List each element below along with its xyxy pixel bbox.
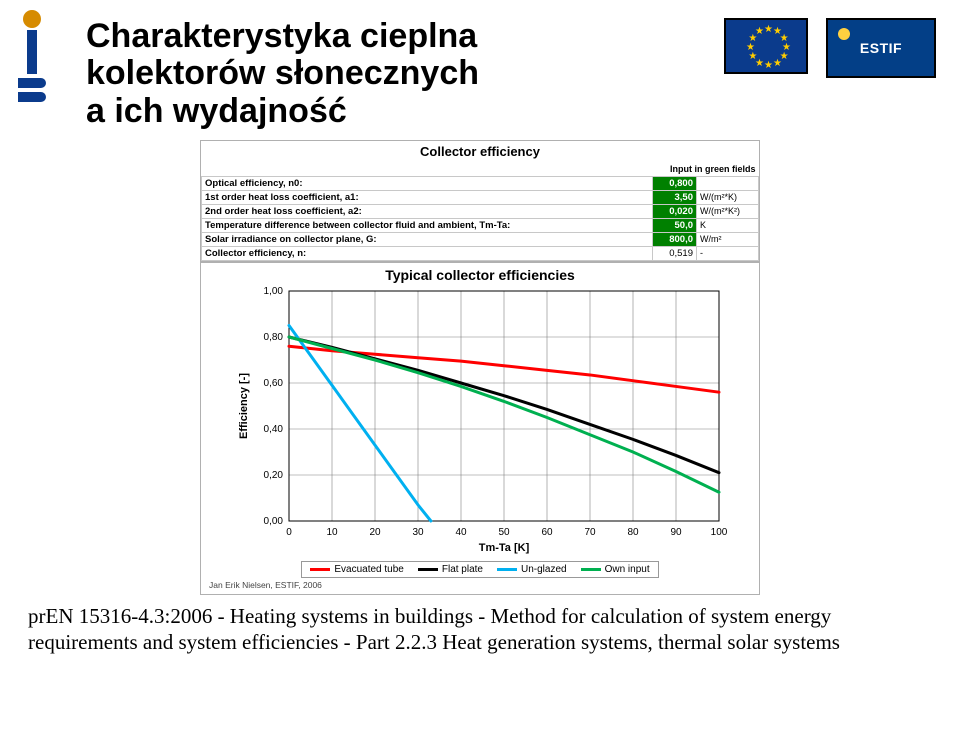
title-line-2: kolektorów słonecznych	[86, 54, 479, 92]
param-value[interactable]: 0,800	[653, 176, 697, 190]
param-label: 1st order heat loss coefficient, a1:	[202, 190, 653, 204]
legend-label: Un-glazed	[521, 564, 567, 575]
param-value: 0,519	[653, 246, 697, 260]
institute-logo	[10, 10, 54, 120]
param-unit	[697, 176, 759, 190]
param-row: 1st order heat loss coefficient, a1: 3,5…	[202, 190, 759, 204]
svg-text:100: 100	[711, 527, 728, 538]
param-value[interactable]: 3,50	[653, 190, 697, 204]
input-hint: Input in green fields	[653, 162, 759, 176]
svg-text:60: 60	[541, 527, 553, 538]
param-label: Collector efficiency, n:	[202, 246, 653, 260]
param-label: Optical efficiency, n0:	[202, 176, 653, 190]
param-unit: W/(m²*K²)	[697, 204, 759, 218]
param-unit: K	[697, 218, 759, 232]
svg-text:30: 30	[412, 527, 424, 538]
panel-title: Collector efficiency	[201, 141, 759, 162]
svg-text:20: 20	[369, 527, 381, 538]
estif-logo: ESTIF	[826, 18, 936, 78]
svg-text:50: 50	[498, 527, 510, 538]
chart-credit: Jan Erik Nielsen, ESTIF, 2006	[207, 580, 753, 592]
param-row: Optical efficiency, n0: 0,800	[202, 176, 759, 190]
efficiency-chart-svg: 0 10 20 30 40 50 60 70 80 90 100 0,00 0,20 0,40 0,60 0,…	[231, 285, 729, 557]
legend-item: Flat plate	[418, 564, 483, 575]
svg-text:0,40: 0,40	[264, 424, 284, 435]
legend-swatch	[497, 568, 517, 571]
eu-flag-icon: ★★★★★★★★★★★★	[724, 18, 808, 74]
chart-title: Typical collector efficiencies	[207, 267, 753, 283]
legend-label: Flat plate	[442, 564, 483, 575]
legend-item: Own input	[581, 564, 650, 575]
page-title: Charakterystyka cieplna kolektorów słone…	[86, 18, 479, 130]
svg-text:10: 10	[326, 527, 338, 538]
footnote-citation: prEN 15316-4.3:2006 - Heating systems in…	[24, 603, 936, 656]
svg-text:0,60: 0,60	[264, 378, 284, 389]
efficiency-chart: Typical collector efficiencies 0 10 20 30 40…	[200, 262, 760, 595]
svg-text:90: 90	[670, 527, 682, 538]
param-label: 2nd order heat loss coefficient, a2:	[202, 204, 653, 218]
legend-label: Own input	[605, 564, 650, 575]
legend-label: Evacuated tube	[334, 564, 404, 575]
collector-efficiency-panel: Collector efficiency Input in green fiel…	[200, 140, 760, 262]
param-row: 2nd order heat loss coefficient, a2: 0,0…	[202, 204, 759, 218]
param-label: Solar irradiance on collector plane, G:	[202, 232, 653, 246]
svg-text:Tm-Ta [K]: Tm-Ta [K]	[479, 542, 530, 554]
svg-text:1,00: 1,00	[264, 286, 284, 297]
estif-label: ESTIF	[860, 40, 902, 56]
legend-swatch	[581, 568, 601, 571]
param-row: Temperature difference between collector…	[202, 218, 759, 232]
param-value[interactable]: 0,020	[653, 204, 697, 218]
legend-swatch	[418, 568, 438, 571]
svg-text:0: 0	[286, 527, 292, 538]
svg-text:0,00: 0,00	[264, 516, 284, 527]
chart-legend: Evacuated tube Flat plate Un-glazed Own …	[301, 561, 658, 578]
param-value[interactable]: 50,0	[653, 218, 697, 232]
svg-text:40: 40	[455, 527, 467, 538]
param-unit: W/m²	[697, 232, 759, 246]
svg-text:0,20: 0,20	[264, 470, 284, 481]
param-label: Temperature difference between collector…	[202, 218, 653, 232]
title-line-1: Charakterystyka cieplna	[86, 17, 477, 55]
param-unit: W/(m²*K)	[697, 190, 759, 204]
legend-item: Un-glazed	[497, 564, 567, 575]
svg-text:Efficiency [-]: Efficiency [-]	[238, 372, 250, 438]
param-row: Solar irradiance on collector plane, G: …	[202, 232, 759, 246]
title-line-3: a ich wydajność	[86, 92, 347, 130]
legend-item: Evacuated tube	[310, 564, 404, 575]
param-value[interactable]: 800,0	[653, 232, 697, 246]
param-unit: -	[697, 246, 759, 260]
svg-text:80: 80	[627, 527, 639, 538]
efficiency-params-table: Input in green fields Optical efficiency…	[201, 162, 759, 261]
svg-text:0,80: 0,80	[264, 332, 284, 343]
param-row: Collector efficiency, n: 0,519 -	[202, 246, 759, 260]
legend-swatch	[310, 568, 330, 571]
svg-text:70: 70	[584, 527, 596, 538]
